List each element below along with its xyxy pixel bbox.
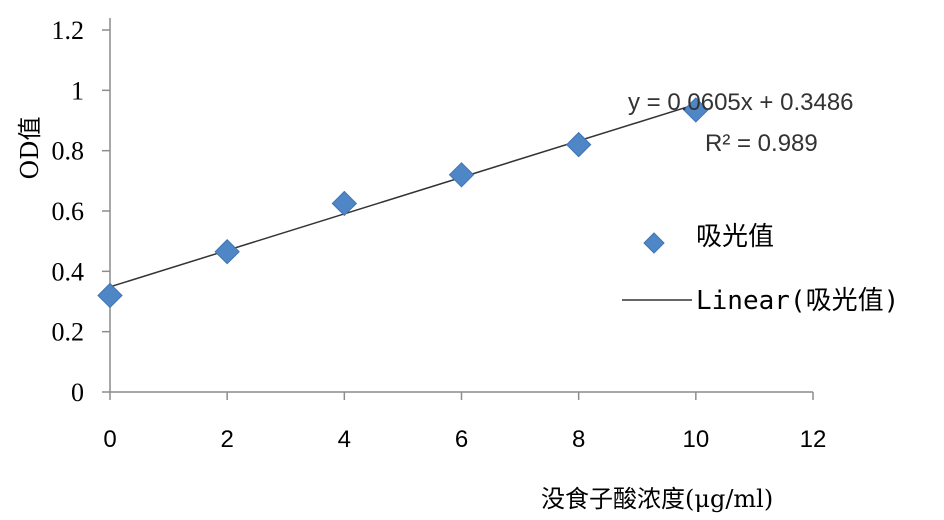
x-tick-label: 6 xyxy=(455,426,468,453)
legend-diamond xyxy=(643,232,665,254)
axes: 0 0.2 0.4 0.6 0.8 1 1.2 0 2 4 6 8 10 12 xyxy=(52,16,827,453)
data-point xyxy=(683,97,709,123)
trendline xyxy=(109,103,697,288)
x-tick-label: 4 xyxy=(338,426,351,453)
data-point xyxy=(214,239,240,265)
x-tick-label: 12 xyxy=(800,426,827,453)
y-tick-label: 1.2 xyxy=(52,16,85,45)
x-axis-title: 没食子酸浓度(μg/ml) xyxy=(541,485,773,513)
x-ticks: 0 2 4 6 8 10 12 xyxy=(103,392,826,453)
legend-trendline-label: Linear(吸光值) xyxy=(696,286,899,316)
data-point xyxy=(448,162,475,188)
data-points xyxy=(97,97,709,309)
y-tick-label: 0.8 xyxy=(52,137,85,166)
data-point xyxy=(331,190,358,217)
data-point xyxy=(97,282,123,309)
legend: 吸光值 Linear(吸光值) xyxy=(622,222,899,316)
y-tick-label: 1 xyxy=(71,76,84,105)
trendline-r-squared: R² = 0.989 xyxy=(705,130,818,157)
data-point xyxy=(565,131,592,158)
y-ticks: 0 0.2 0.4 0.6 0.8 1 1.2 xyxy=(52,16,110,407)
y-tick-label: 0 xyxy=(71,378,84,407)
y-axis-title: OD值 xyxy=(16,117,44,180)
y-tick-label: 0.6 xyxy=(52,197,85,226)
trendline-group xyxy=(109,103,697,288)
x-tick-label: 0 xyxy=(103,426,116,453)
x-tick-label: 8 xyxy=(572,426,585,453)
x-tick-label: 2 xyxy=(220,426,233,453)
x-tick-label: 10 xyxy=(682,426,709,453)
legend-marker-diamond xyxy=(643,232,665,254)
legend-series-label: 吸光值 xyxy=(696,222,774,252)
trendline-equation: y = 0.0605x + 0.3486 xyxy=(628,89,854,116)
y-tick-label: 0.2 xyxy=(52,318,85,347)
y-tick-label: 0.4 xyxy=(52,257,85,286)
